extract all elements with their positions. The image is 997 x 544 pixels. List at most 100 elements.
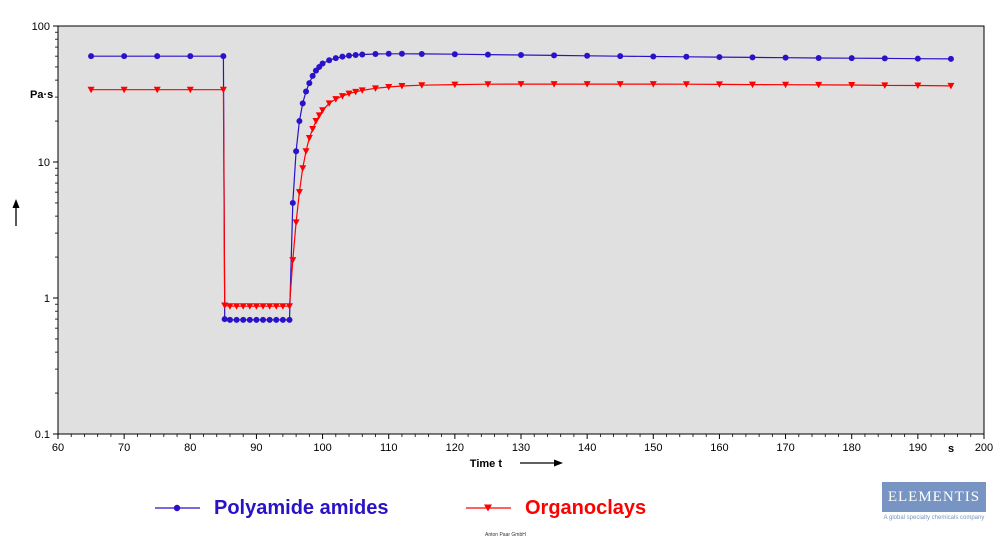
- plot-area: [57, 25, 985, 435]
- x-tick-label: 150: [644, 442, 662, 454]
- x-tick-label: 180: [843, 442, 861, 454]
- data-point: [332, 96, 340, 103]
- x-tick-label: 110: [380, 442, 398, 454]
- data-point: [260, 316, 267, 323]
- data-point: [352, 52, 359, 59]
- y-tick-label: 10: [38, 157, 50, 169]
- y-axis-arrowhead: [12, 199, 20, 208]
- y-tick-label: 100: [32, 21, 50, 33]
- data-point: [385, 84, 393, 91]
- data-point: [315, 112, 323, 119]
- legend-marker-polyamide: [155, 504, 200, 512]
- data-point: [947, 82, 955, 90]
- x-axis-title: Time t: [470, 458, 503, 470]
- data-point: [273, 316, 280, 323]
- data-point: [914, 55, 921, 62]
- data-point: [682, 81, 690, 88]
- data-point: [187, 53, 194, 60]
- data-point: [246, 303, 254, 310]
- data-point: [418, 82, 426, 89]
- x-tick-label: 70: [118, 442, 130, 454]
- data-point: [385, 50, 392, 57]
- data-point: [306, 80, 313, 87]
- data-point: [289, 257, 297, 264]
- data-point: [220, 53, 227, 60]
- data-point: [782, 81, 790, 89]
- data-point: [219, 86, 227, 94]
- data-point: [299, 165, 307, 172]
- data-point: [240, 316, 247, 323]
- data-point: [279, 303, 287, 310]
- x-tick-label: 160: [710, 442, 728, 454]
- data-point: [649, 81, 657, 88]
- data-point: [352, 88, 360, 96]
- data-point: [650, 53, 657, 60]
- x-tick-label: 140: [578, 442, 596, 454]
- data-point: [451, 81, 459, 89]
- data-point: [121, 53, 128, 60]
- data-point: [848, 82, 856, 89]
- data-point: [253, 316, 260, 323]
- data-point: [272, 303, 280, 310]
- data-point: [305, 135, 313, 142]
- data-point: [88, 53, 95, 60]
- data-point: [259, 303, 267, 310]
- data-point: [418, 50, 425, 57]
- data-point: [286, 303, 293, 310]
- data-point: [782, 54, 789, 61]
- data-point: [550, 81, 558, 88]
- data-point: [451, 51, 458, 58]
- x-tick-label: 130: [512, 442, 530, 454]
- data-point: [947, 55, 954, 62]
- data-point: [325, 100, 333, 107]
- data-point: [749, 54, 756, 61]
- data-point: [617, 53, 624, 60]
- data-point: [332, 55, 339, 62]
- data-point: [296, 118, 303, 125]
- data-point: [517, 81, 525, 88]
- x-unit-label: s: [948, 443, 954, 455]
- logo-tagline: A global specialty chemicals company: [883, 515, 985, 521]
- data-point: [233, 316, 240, 323]
- data-point: [338, 93, 346, 100]
- legend-label-organoclays: Organoclays: [525, 496, 647, 519]
- x-tick-label: 120: [446, 442, 464, 454]
- data-point: [292, 219, 300, 226]
- data-point: [246, 316, 253, 323]
- data-point: [226, 303, 234, 310]
- data-point: [518, 52, 524, 59]
- data-point: [371, 85, 379, 92]
- series: [87, 50, 955, 323]
- legend-item-organoclays: Organoclays: [466, 493, 646, 523]
- x-tick-label: 200: [975, 442, 993, 454]
- series-line-1: [91, 83, 951, 307]
- axes: [12, 25, 985, 467]
- data-point: [484, 81, 492, 88]
- data-point: [359, 51, 366, 58]
- data-point: [345, 90, 353, 98]
- data-point: [221, 302, 229, 310]
- data-point: [239, 303, 247, 310]
- data-point: [551, 52, 558, 59]
- data-point: [153, 86, 161, 94]
- data-point: [319, 60, 326, 67]
- data-point: [87, 86, 95, 94]
- x-axis-arrowhead: [554, 459, 563, 467]
- axis-labels: 60 70 80 90 100 110 120 130 140 150 160 170 180 190 20…: [30, 21, 993, 470]
- data-point: [484, 51, 491, 58]
- data-point: [120, 86, 128, 94]
- data-point: [286, 316, 293, 323]
- data-point: [233, 303, 241, 310]
- data-point: [881, 82, 889, 89]
- data-point: [398, 83, 406, 90]
- data-point: [266, 316, 273, 323]
- data-point: [221, 316, 228, 323]
- y-tick-label: 0.1: [35, 429, 50, 441]
- data-point: [299, 100, 306, 107]
- data-point: [683, 53, 690, 60]
- data-point: [715, 81, 723, 88]
- data-point: [398, 50, 405, 57]
- data-point: [252, 303, 260, 310]
- data-point: [346, 52, 353, 59]
